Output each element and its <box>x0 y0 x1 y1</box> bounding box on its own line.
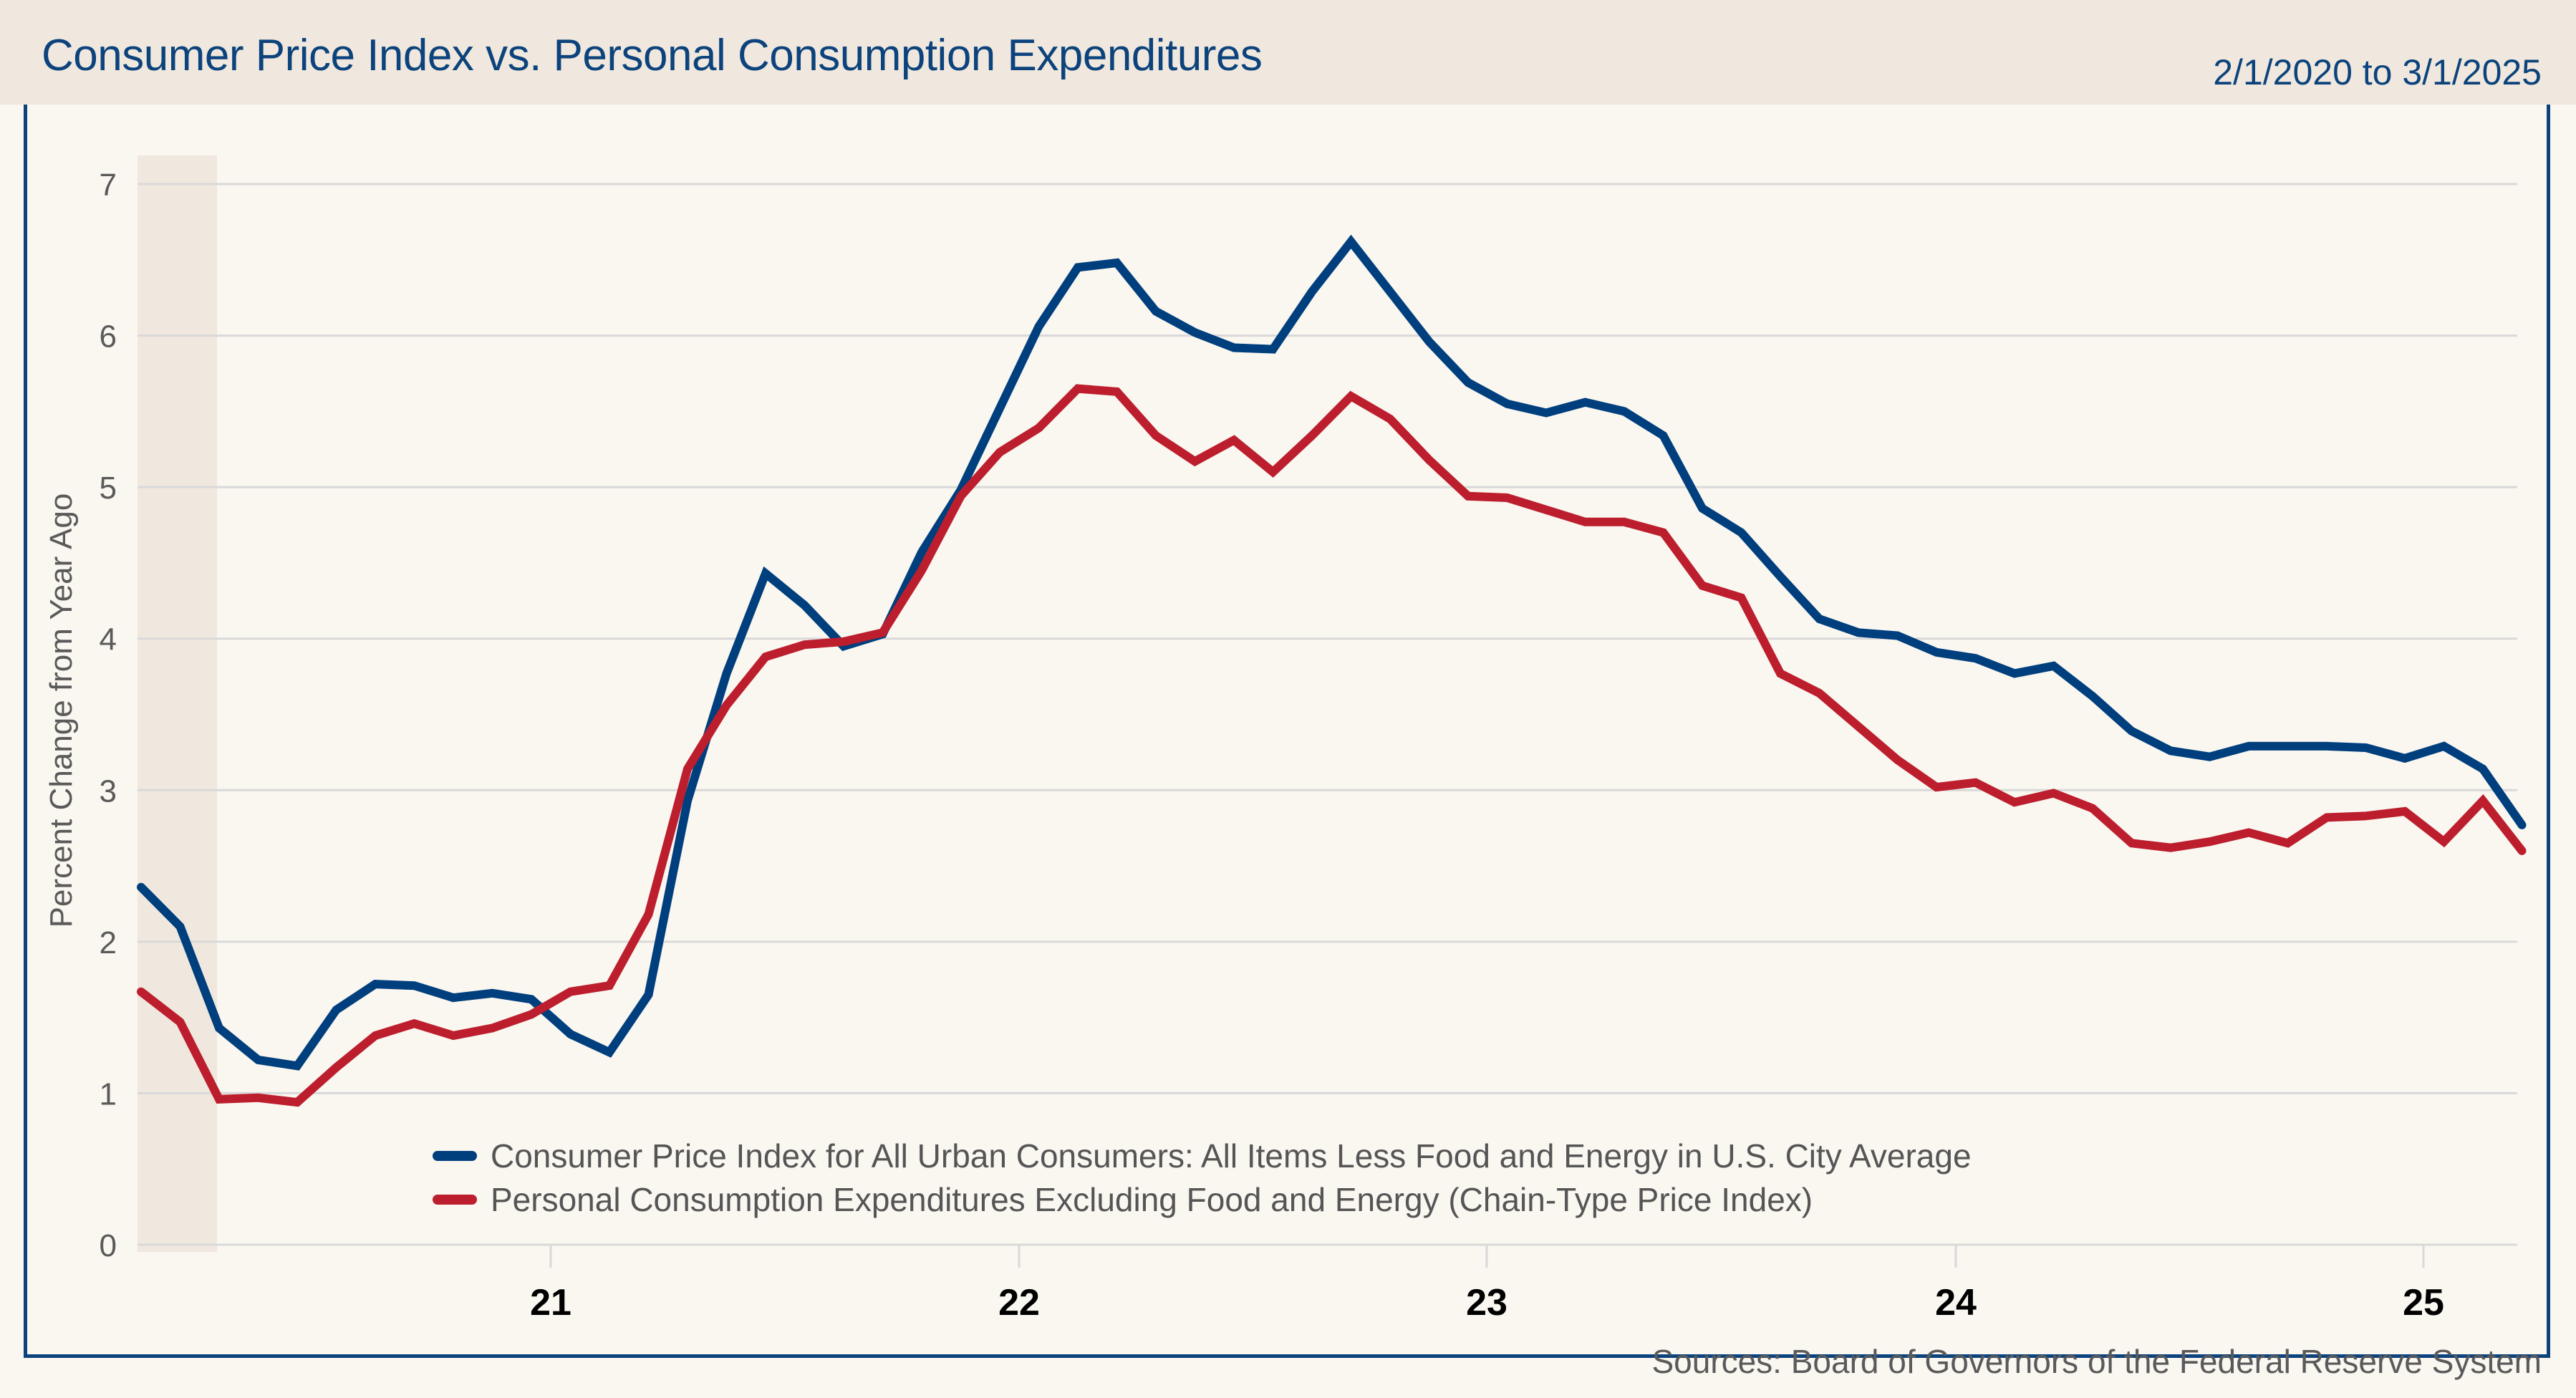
chart-title: Consumer Price Index vs. Personal Consum… <box>42 31 1263 80</box>
legend-label-cpi: Consumer Price Index for All Urban Consu… <box>491 1137 1972 1175</box>
y-tick-label: 6 <box>100 319 117 355</box>
date-range: 2/1/2020 to 3/1/2025 <box>2213 52 2542 92</box>
recession-shading-layer <box>138 155 217 1252</box>
x-axis-ticks: 21 22 23 24 25 <box>530 1245 2444 1324</box>
series-lines <box>137 234 2527 1107</box>
chart-frame <box>24 105 2550 1358</box>
y-axis-ticks: 0 1 2 3 4 5 6 7 <box>100 168 117 1263</box>
y-tick-label: 2 <box>100 925 117 960</box>
recession-shade-0 <box>138 155 217 1252</box>
y-tick-label: 7 <box>100 168 117 203</box>
chart-header: Consumer Price Index vs. Personal Consum… <box>0 0 2576 105</box>
y-tick-label: 5 <box>100 471 117 506</box>
series-line-pce <box>137 384 2527 1107</box>
legend: Consumer Price Index for All Urban Consu… <box>433 1137 1972 1218</box>
legend-label-pce: Personal Consumption Expenditures Exclud… <box>491 1181 1813 1218</box>
x-tick-label: 21 <box>530 1282 571 1324</box>
x-tick-label: 22 <box>998 1282 1040 1324</box>
y-tick-label: 3 <box>100 773 117 809</box>
sources-note: Sources: Board of Governors of the Feder… <box>1651 1343 2542 1380</box>
x-tick-label: 24 <box>1935 1282 1977 1324</box>
x-tick-label: 23 <box>1466 1282 1508 1324</box>
series-line-cpi <box>137 234 2527 1071</box>
y-tick-label: 1 <box>100 1076 117 1112</box>
y-tick-label: 4 <box>100 622 117 657</box>
gridlines <box>138 183 2517 1246</box>
x-tick-label: 25 <box>2403 1282 2444 1324</box>
y-axis-label: Percent Change from Year Ago <box>44 493 79 928</box>
y-tick-label: 0 <box>100 1228 117 1263</box>
